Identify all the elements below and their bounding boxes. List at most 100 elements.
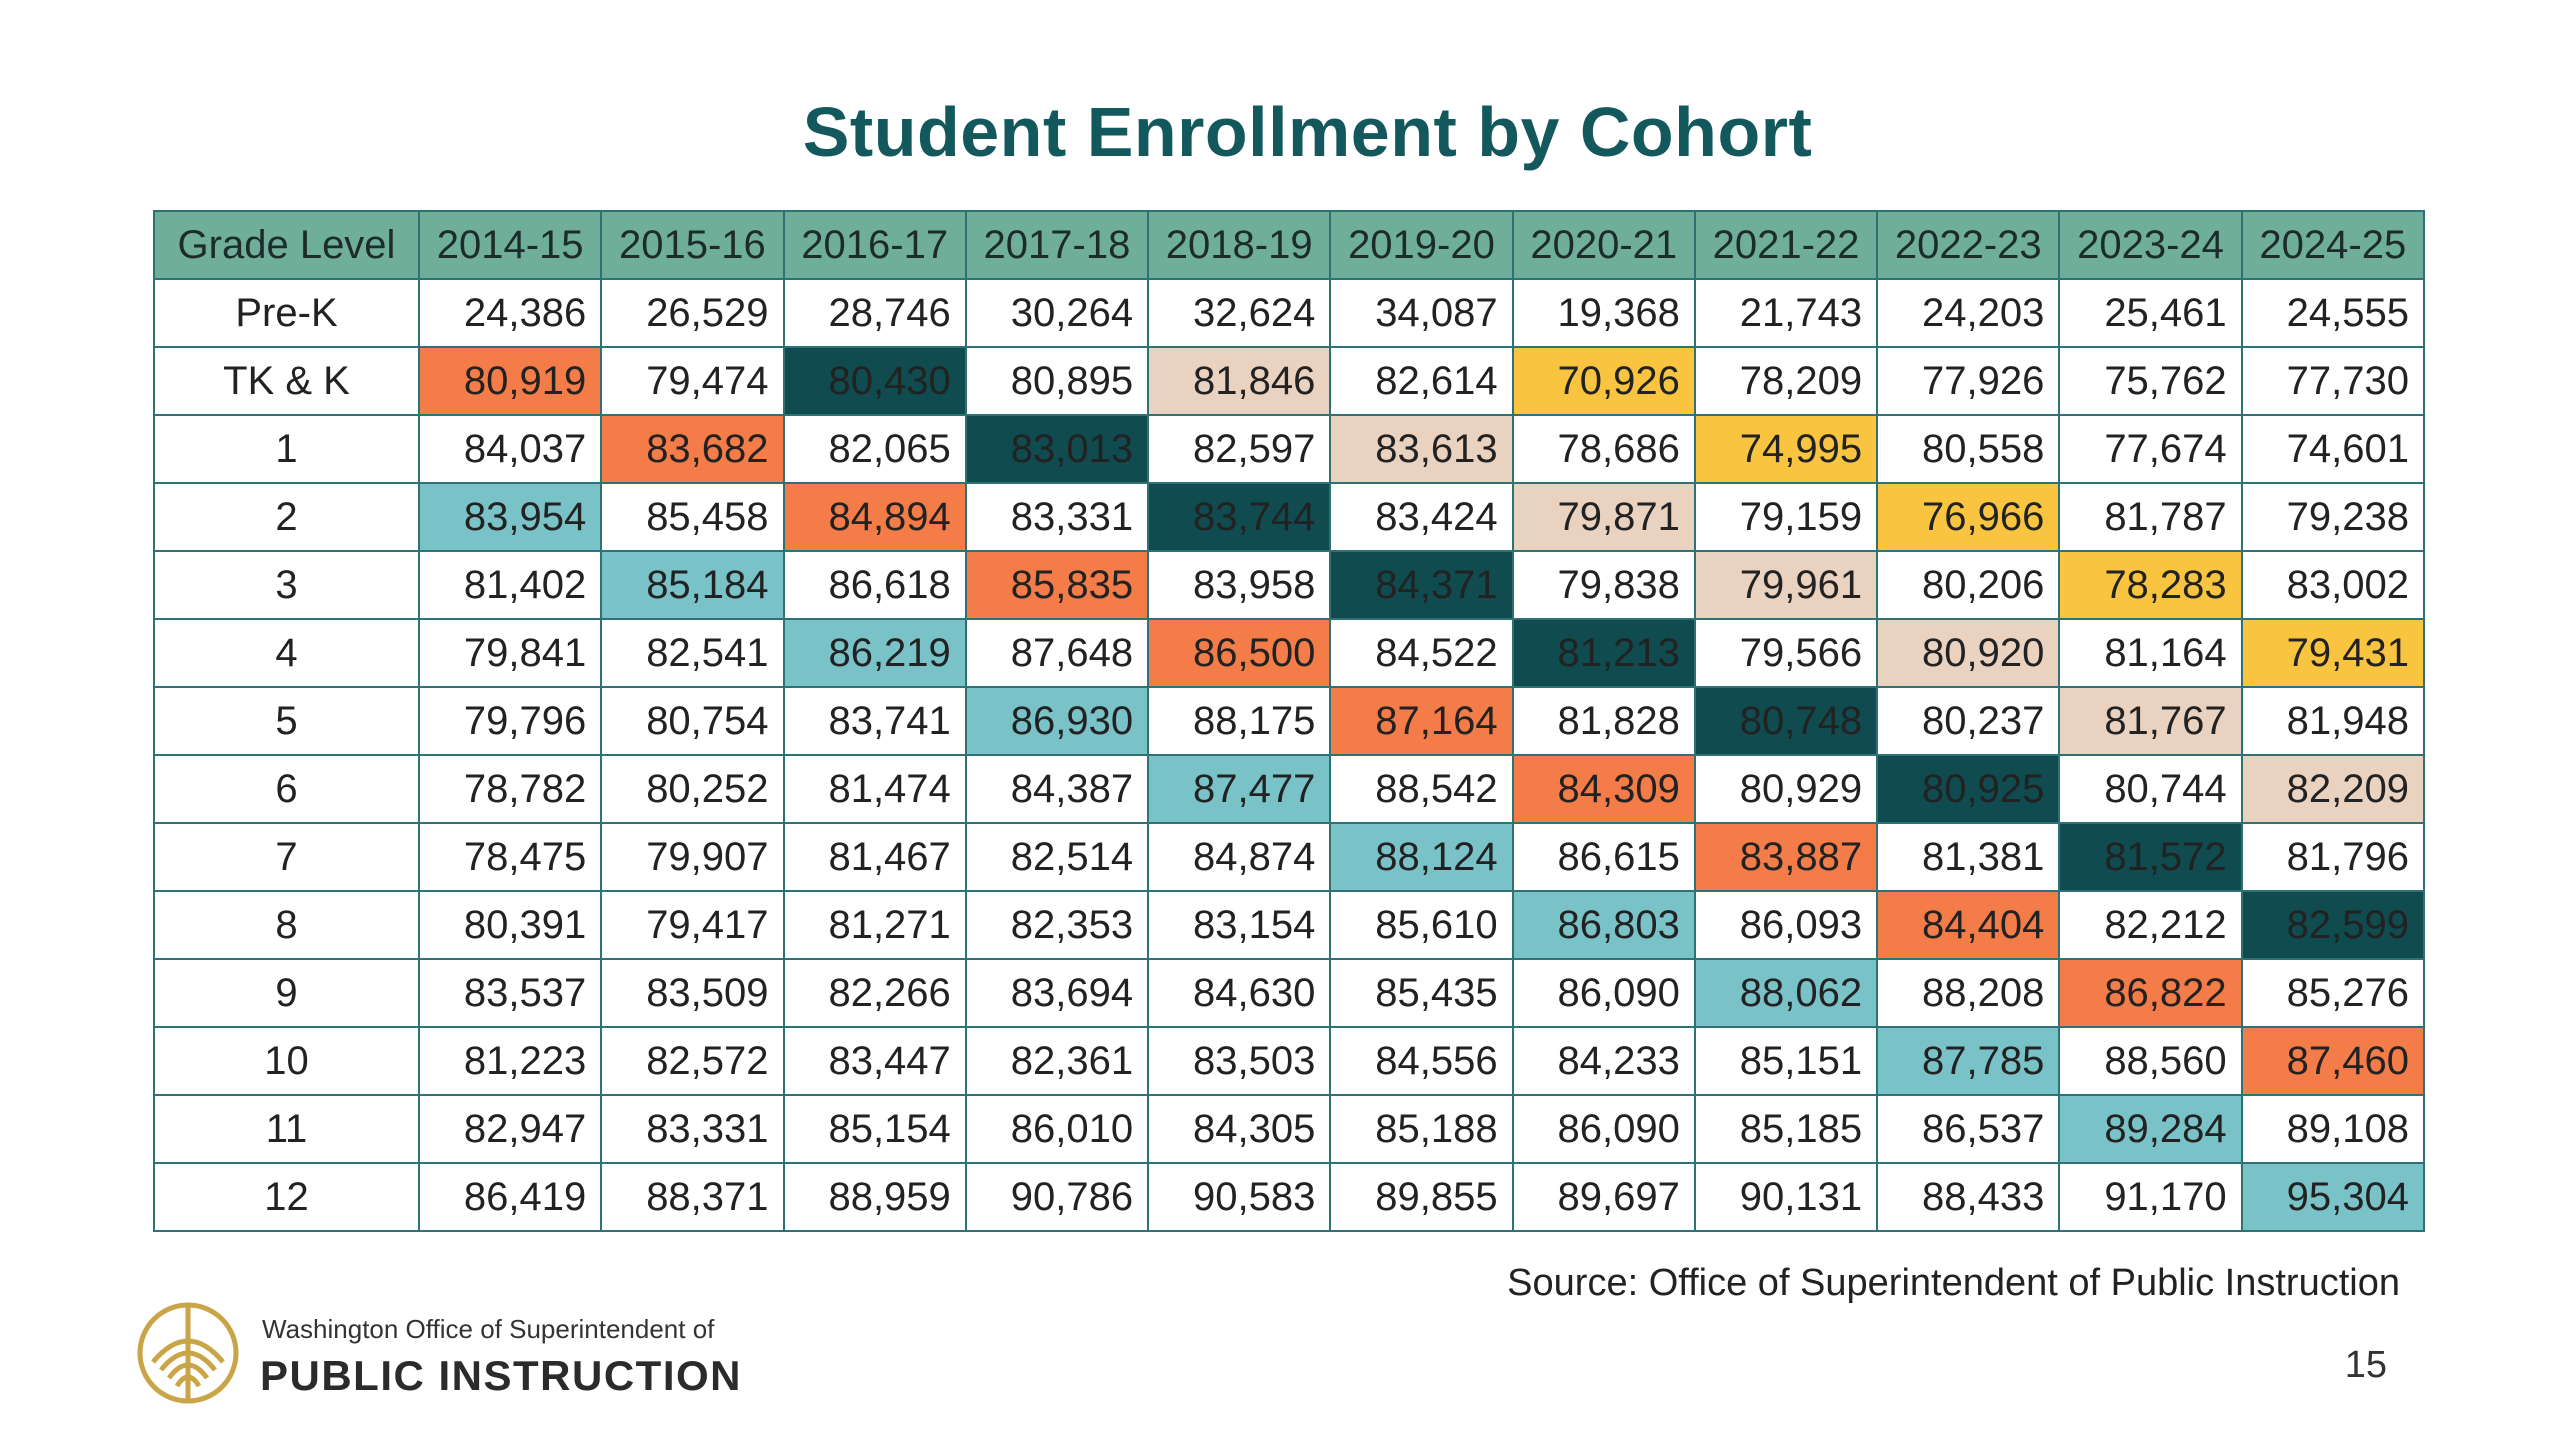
enrollment-cell: 86,219 xyxy=(782,618,967,688)
enrollment-cell: 78,782 xyxy=(417,754,603,824)
enrollment-cell: 81,572 xyxy=(2058,822,2243,892)
grade-cell: 7 xyxy=(153,822,420,892)
enrollment-table: Grade Level 2014-15 2015-16 2016-17 2017… xyxy=(153,210,2426,1232)
enrollment-cell: 84,522 xyxy=(1329,618,1514,688)
enrollment-cell: 84,630 xyxy=(1147,958,1332,1028)
header-grade-level: Grade Level xyxy=(153,210,420,280)
enrollment-cell: 81,164 xyxy=(2058,618,2243,688)
enrollment-cell: 80,558 xyxy=(1876,414,2061,484)
table-row: 12 86,419 88,371 88,959 90,786 90,583 89,855 89… xyxy=(153,1162,2426,1232)
enrollment-cell: 86,930 xyxy=(964,686,1150,756)
enrollment-cell: 85,435 xyxy=(1329,958,1514,1028)
enrollment-cell: 83,744 xyxy=(1147,482,1332,552)
enrollment-cell: 86,093 xyxy=(1693,890,1879,960)
header-year: 2023-24 xyxy=(2058,210,2243,280)
grade-cell: 4 xyxy=(153,618,420,688)
header-year: 2022-23 xyxy=(1876,210,2061,280)
enrollment-cell: 82,597 xyxy=(1147,414,1332,484)
enrollment-cell: 84,305 xyxy=(1147,1094,1332,1164)
enrollment-cell: 78,283 xyxy=(2058,550,2243,620)
enrollment-cell: 83,002 xyxy=(2240,550,2426,620)
enrollment-cell: 78,686 xyxy=(1511,414,1696,484)
enrollment-cell: 79,159 xyxy=(1693,482,1879,552)
enrollment-cell: 89,284 xyxy=(2058,1094,2243,1164)
enrollment-cell: 74,995 xyxy=(1693,414,1879,484)
enrollment-cell: 85,154 xyxy=(782,1094,967,1164)
enrollment-cell: 85,276 xyxy=(2240,958,2426,1028)
enrollment-cell: 81,767 xyxy=(2058,686,2243,756)
enrollment-cell: 84,233 xyxy=(1511,1026,1696,1096)
header-year: 2018-19 xyxy=(1147,210,1332,280)
enrollment-cell: 95,304 xyxy=(2240,1162,2426,1232)
enrollment-cell: 80,920 xyxy=(1876,618,2061,688)
page-number: 15 xyxy=(2344,1344,2387,1386)
enrollment-cell: 19,368 xyxy=(1511,278,1696,348)
table-row: 4 79,841 82,541 86,219 87,648 86,500 84,522 81,… xyxy=(153,618,2426,688)
table-row: Pre-K 24,386 26,529 28,746 30,264 32,624 34,08… xyxy=(153,278,2426,348)
enrollment-cell: 82,212 xyxy=(2058,890,2243,960)
enrollment-cell: 86,090 xyxy=(1511,958,1696,1028)
enrollment-cell: 85,188 xyxy=(1329,1094,1514,1164)
enrollment-cell: 82,353 xyxy=(964,890,1150,960)
grade-cell: 1 xyxy=(153,414,420,484)
enrollment-cell: 85,835 xyxy=(964,550,1150,620)
enrollment-cell: 81,796 xyxy=(2240,822,2426,892)
enrollment-cell: 75,762 xyxy=(2058,346,2243,416)
enrollment-cell: 83,682 xyxy=(600,414,785,484)
grade-cell: 10 xyxy=(153,1026,420,1096)
enrollment-cell: 83,424 xyxy=(1329,482,1514,552)
enrollment-cell: 83,887 xyxy=(1693,822,1879,892)
enrollment-cell: 88,433 xyxy=(1876,1162,2061,1232)
enrollment-cell: 79,238 xyxy=(2240,482,2426,552)
enrollment-cell: 90,583 xyxy=(1147,1162,1332,1232)
enrollment-cell: 81,846 xyxy=(1147,346,1332,416)
enrollment-cell: 88,208 xyxy=(1876,958,2061,1028)
enrollment-cell: 34,087 xyxy=(1329,278,1514,348)
header-year: 2019-20 xyxy=(1329,210,1514,280)
ospi-seal-icon xyxy=(135,1300,241,1406)
enrollment-cell: 30,264 xyxy=(964,278,1150,348)
enrollment-cell: 86,615 xyxy=(1511,822,1696,892)
enrollment-cell: 80,430 xyxy=(782,346,967,416)
table-row: 10 81,223 82,572 83,447 82,361 83,503 84,556 84… xyxy=(153,1026,2426,1096)
enrollment-cell: 81,787 xyxy=(2058,482,2243,552)
grade-cell: 3 xyxy=(153,550,420,620)
enrollment-cell: 88,062 xyxy=(1693,958,1879,1028)
enrollment-cell: 79,417 xyxy=(600,890,785,960)
enrollment-cell: 88,959 xyxy=(782,1162,967,1232)
enrollment-cell: 88,371 xyxy=(600,1162,785,1232)
enrollment-cell: 81,474 xyxy=(782,754,967,824)
enrollment-cell: 78,209 xyxy=(1693,346,1879,416)
grade-cell: 9 xyxy=(153,958,420,1028)
enrollment-cell: 79,841 xyxy=(417,618,603,688)
enrollment-cell: 79,961 xyxy=(1693,550,1879,620)
enrollment-cell: 85,458 xyxy=(600,482,785,552)
enrollment-cell: 82,514 xyxy=(964,822,1150,892)
enrollment-cell: 28,746 xyxy=(782,278,967,348)
enrollment-cell: 86,822 xyxy=(2058,958,2243,1028)
enrollment-cell: 83,613 xyxy=(1329,414,1514,484)
grade-cell: 2 xyxy=(153,482,420,552)
enrollment-cell: 89,697 xyxy=(1511,1162,1696,1232)
enrollment-cell: 21,743 xyxy=(1693,278,1879,348)
table-header-row: Grade Level 2014-15 2015-16 2016-17 2017… xyxy=(153,210,2426,280)
enrollment-cell: 90,786 xyxy=(964,1162,1150,1232)
enrollment-cell: 83,013 xyxy=(964,414,1150,484)
enrollment-cell: 77,674 xyxy=(2058,414,2243,484)
enrollment-cell: 74,601 xyxy=(2240,414,2426,484)
enrollment-cell: 84,309 xyxy=(1511,754,1696,824)
enrollment-cell: 82,947 xyxy=(417,1094,603,1164)
enrollment-cell: 77,730 xyxy=(2240,346,2426,416)
enrollment-cell: 89,108 xyxy=(2240,1094,2426,1164)
table-row: 6 78,782 80,252 81,474 84,387 87,477 88,542 84,… xyxy=(153,754,2426,824)
enrollment-cell: 85,610 xyxy=(1329,890,1514,960)
enrollment-cell: 80,391 xyxy=(417,890,603,960)
enrollment-cell: 84,037 xyxy=(417,414,603,484)
enrollment-cell: 84,387 xyxy=(964,754,1150,824)
enrollment-cell: 76,966 xyxy=(1876,482,2061,552)
header-year: 2021-22 xyxy=(1693,210,1879,280)
header-year: 2017-18 xyxy=(964,210,1150,280)
enrollment-cell: 80,919 xyxy=(417,346,603,416)
enrollment-cell: 86,618 xyxy=(782,550,967,620)
slide-title: Student Enrollment by Cohort xyxy=(802,93,1813,171)
